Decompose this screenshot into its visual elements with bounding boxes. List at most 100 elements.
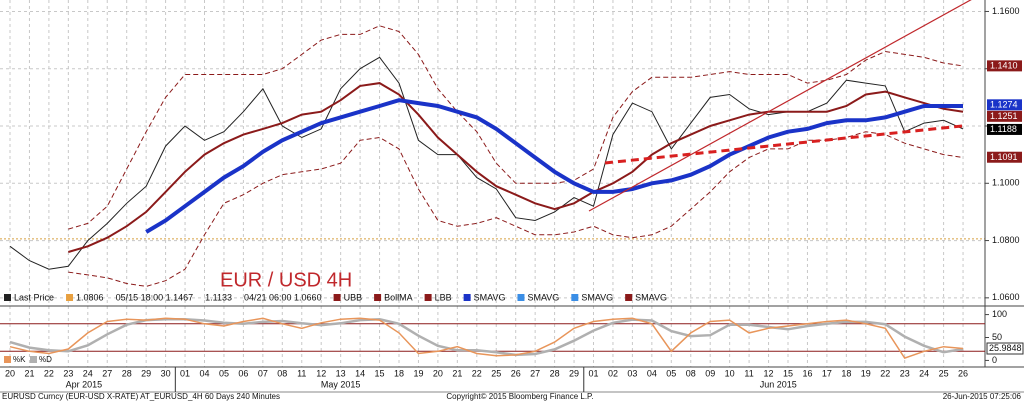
trend-line: [588, 0, 972, 212]
x-tick-label: 18: [841, 368, 851, 378]
legend-label: 1.1133: [205, 292, 232, 302]
y-tick-label: 1.0800: [992, 235, 1020, 245]
x-tick-label: 25: [491, 368, 501, 378]
value-box-label: 1.1091: [990, 152, 1018, 162]
x-tick-label: 04: [199, 368, 209, 378]
legend-label: %D: [39, 355, 52, 364]
legend-swatch: [66, 294, 74, 301]
legend-label: SMAVG: [635, 292, 667, 302]
legend-swatch: [571, 294, 579, 301]
value-box: [987, 110, 1022, 122]
month-label: Apr 2015: [66, 379, 103, 389]
series-line: [9, 317, 964, 360]
x-tick-label: 27: [102, 368, 112, 378]
legend-swatch: [4, 294, 11, 301]
value-box-label: 25.9848: [989, 343, 1022, 353]
x-tick-label: 11: [744, 368, 753, 378]
legend-label: SMAVG: [527, 292, 559, 302]
x-tick-label: 06: [238, 368, 248, 378]
x-tick-label: 11: [297, 368, 306, 378]
x-tick-label: 26: [958, 368, 968, 378]
chart-title: EUR / USD 4H: [220, 269, 352, 291]
x-tick-label: 16: [802, 368, 812, 378]
y-tick-label: 1.0600: [992, 292, 1020, 302]
legend-label: 05/15 18:00 1.1467: [116, 292, 194, 302]
x-tick-label: 12: [316, 368, 326, 378]
x-tick-label: 26: [511, 368, 521, 378]
x-tick-label: 22: [44, 368, 54, 378]
x-tick-label: 08: [686, 368, 696, 378]
x-tick-label: 29: [141, 368, 151, 378]
trend-line: [604, 124, 963, 165]
legend-swatch: [374, 294, 382, 301]
legend-swatch: [333, 294, 341, 301]
x-tick-label: 21: [24, 368, 34, 378]
x-tick-label: 27: [530, 368, 540, 378]
x-tick-label: 07: [258, 368, 268, 378]
value-box-label: 1.1410: [990, 61, 1018, 71]
x-tick-label: 10: [725, 368, 735, 378]
value-box: [986, 342, 1024, 355]
x-tick-label: 05: [219, 368, 229, 378]
x-tick-label: 22: [880, 368, 890, 378]
value-box: [987, 60, 1022, 72]
x-tick-label: 28: [550, 368, 560, 378]
value-box-label: 1.1251: [990, 111, 1018, 121]
series-line: [145, 98, 963, 234]
x-tick-label: 12: [764, 368, 774, 378]
series-line: [68, 82, 964, 253]
value-box: [987, 151, 1022, 163]
x-tick-label: 08: [277, 368, 287, 378]
x-tick-label: 02: [608, 368, 618, 378]
value-box-label: 1.1188: [990, 124, 1017, 134]
legend-label: BollMA: [384, 292, 413, 302]
footer-copyright: Copyright© 2015 Bloomberg Finance L.P.: [446, 392, 593, 401]
legend-label: LBB: [435, 292, 452, 302]
legend-label: UBB: [344, 292, 363, 302]
legend-swatch: [625, 294, 633, 301]
x-tick-label: 30: [161, 368, 171, 378]
month-label: Jun 2015: [760, 379, 797, 389]
x-tick-label: 09: [705, 368, 715, 378]
legend-label: SMAVG: [474, 292, 506, 302]
y-tick-label: 50: [992, 332, 1002, 342]
legend-label: Last Price: [14, 292, 54, 302]
x-tick-label: 21: [452, 368, 462, 378]
legend-swatch: [424, 294, 432, 301]
legend-swatch: [4, 356, 11, 363]
x-tick-label: 20: [5, 368, 15, 378]
legend-label: SMAVG: [581, 292, 613, 302]
x-tick-label: 20: [433, 368, 443, 378]
y-tick-label: 1.1600: [992, 6, 1020, 16]
value-box-label: 1.1274: [990, 99, 1018, 109]
footer-timestamp: 26-Jun-2015 07:25:06: [943, 392, 1022, 401]
plot-area: [9, 25, 964, 287]
legend-swatch: [517, 294, 525, 301]
x-tick-label: 14: [355, 368, 365, 378]
x-tick-label: 24: [919, 368, 929, 378]
x-tick-label: 25: [939, 368, 949, 378]
x-tick-label: 01: [588, 368, 598, 378]
x-tick-label: 19: [413, 368, 423, 378]
grid: [0, 0, 985, 367]
x-tick-label: 15: [783, 368, 793, 378]
x-tick-label: 13: [336, 368, 346, 378]
footer-source: EURUSD Curncy (EUR-USD X-RATE) AT_EURUSD…: [2, 392, 280, 401]
x-tick-label: 03: [627, 368, 637, 378]
value-box: [987, 123, 1022, 135]
x-tick-label: 22: [472, 368, 482, 378]
x-tick-label: 19: [861, 368, 871, 378]
y-tick-label: 0: [992, 355, 997, 365]
legend-label: %K: [13, 355, 26, 364]
x-tick-label: 04: [647, 368, 657, 378]
legend-swatch: [463, 294, 471, 301]
series-line: [68, 131, 964, 287]
x-tick-label: 17: [822, 368, 832, 378]
y-tick-label: 1.1000: [992, 178, 1020, 188]
x-tick-label: 23: [900, 368, 910, 378]
x-tick-label: 15: [375, 368, 385, 378]
x-tick-label: 28: [122, 368, 132, 378]
x-tick-label: 18: [394, 368, 404, 378]
